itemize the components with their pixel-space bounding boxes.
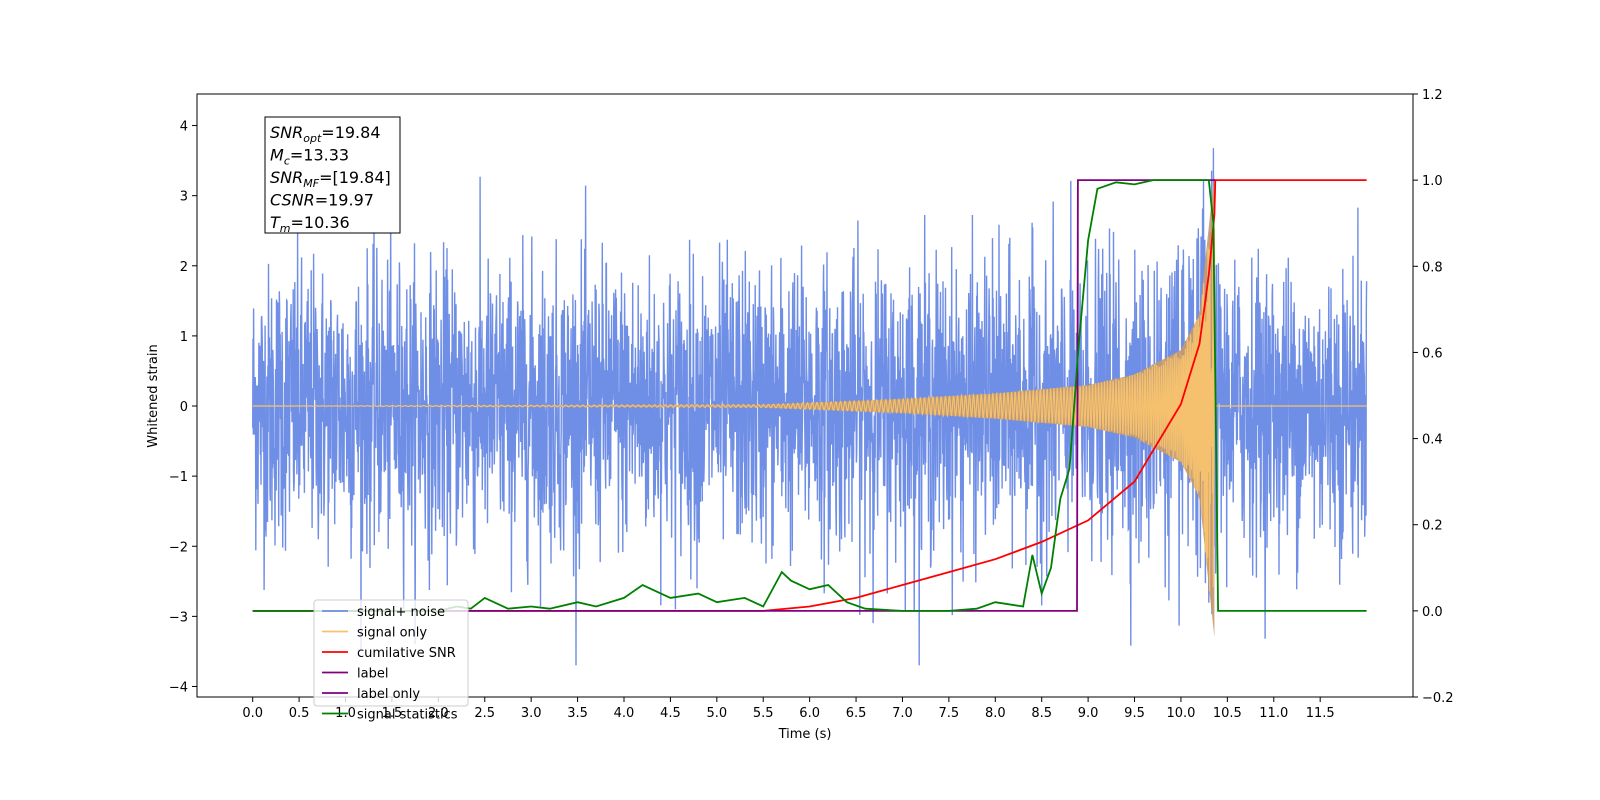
x-tick-label: 1.5 <box>382 706 403 721</box>
legend-label: signal only <box>357 626 427 641</box>
y2-tick-label: 1.2 <box>1422 88 1443 103</box>
x-tick-label: 0.0 <box>242 706 263 721</box>
y-tick-label: −1 <box>169 470 188 485</box>
signal-statistics-line <box>252 179 1367 612</box>
x-tick-label: 5.5 <box>753 706 774 721</box>
x-tick-label: 2.0 <box>428 706 449 721</box>
y2-tick-label: 0.4 <box>1422 433 1443 448</box>
y-axis-label: Whitened strain <box>146 344 161 447</box>
x-tick-label: 0.5 <box>289 706 310 721</box>
x-tick-label: 9.0 <box>1078 706 1099 721</box>
legend-label: signal statistics <box>357 708 458 723</box>
x-tick-label: 7.0 <box>892 706 913 721</box>
x-tick-label: 11.0 <box>1259 706 1288 721</box>
y2-axis-ticks: 1.2 1.0 0.8 0.6 0.4 0.2 0.0 −0.2 <box>1413 88 1454 706</box>
y2-tick-label: 0.0 <box>1422 605 1443 620</box>
x-tick-label: 6.0 <box>799 706 820 721</box>
x-tick-label: 4.5 <box>660 706 681 721</box>
annotation-line: SNRopt=19.84 <box>270 123 381 145</box>
legend-frame <box>313 599 469 707</box>
y-tick-label: 0 <box>180 400 188 415</box>
right-axis-series <box>252 179 1367 612</box>
legend-label: label <box>357 667 388 682</box>
x-tick-label: 8.5 <box>1031 706 1052 721</box>
x-axis-label: Time (s) <box>778 727 832 742</box>
signal-envelope <box>252 174 1215 638</box>
x-tick-label: 4.0 <box>614 706 635 721</box>
x-tick-label: 6.5 <box>846 706 867 721</box>
y2-tick-label: 0.2 <box>1422 519 1443 534</box>
x-tick-label: 8.0 <box>985 706 1006 721</box>
annotation-box: SNRopt=19.84Mc=13.33SNRMF=[19.84]CSNR=19… <box>264 116 401 235</box>
y2-tick-label: 0.8 <box>1422 260 1443 275</box>
y-tick-label: −2 <box>169 540 188 555</box>
annotation-line: Mc=13.33 <box>270 146 349 168</box>
y-tick-label: 3 <box>180 190 188 205</box>
legend: signal+ noise signal only cumilative SNR la… <box>313 599 469 723</box>
y-tick-label: 1 <box>180 330 188 345</box>
legend-label: label only <box>357 687 420 702</box>
label-line <box>252 179 1216 612</box>
x-tick-label: 2.5 <box>474 706 495 721</box>
y-tick-label: 4 <box>180 120 188 135</box>
x-tick-label: 11.5 <box>1306 706 1335 721</box>
x-tick-label: 10.5 <box>1213 706 1242 721</box>
cumulative-snr-line <box>252 179 1367 612</box>
legend-label: cumilative SNR <box>357 646 456 661</box>
legend-label: signal+ noise <box>357 605 445 620</box>
annotation-line: SNRMF=[19.84] <box>270 168 391 190</box>
x-tick-label: 3.0 <box>521 706 542 721</box>
y-axis-ticks: 4 3 2 1 0 −1 −2 −3 −4 <box>169 120 197 695</box>
series-signal-only <box>252 174 1367 638</box>
x-tick-label: 10.0 <box>1166 706 1195 721</box>
x-tick-label: 7.5 <box>939 706 960 721</box>
x-axis-ticks: 0.0 0.5 1.0 1.5 2.0 2.5 3.0 3.5 4.0 4.5 5.0 5.5 6.0 6… <box>242 697 1335 721</box>
y-tick-label: −3 <box>169 610 188 625</box>
annotation-box-frame <box>264 116 401 234</box>
annotation-line: Tm=10.36 <box>270 213 350 235</box>
y2-tick-label: −0.2 <box>1422 691 1454 706</box>
annotation-line: CSNR=19.97 <box>270 191 374 210</box>
y-tick-label: −4 <box>169 680 188 695</box>
x-tick-label: 9.5 <box>1124 706 1145 721</box>
signal-only-line <box>252 211 1367 592</box>
y2-tick-label: 1.0 <box>1422 174 1443 189</box>
x-tick-label: 5.0 <box>706 706 727 721</box>
plot-frame <box>196 93 1414 698</box>
y-tick-label: 2 <box>180 260 188 275</box>
x-tick-label: 3.5 <box>567 706 588 721</box>
y2-tick-label: 0.6 <box>1422 346 1443 361</box>
